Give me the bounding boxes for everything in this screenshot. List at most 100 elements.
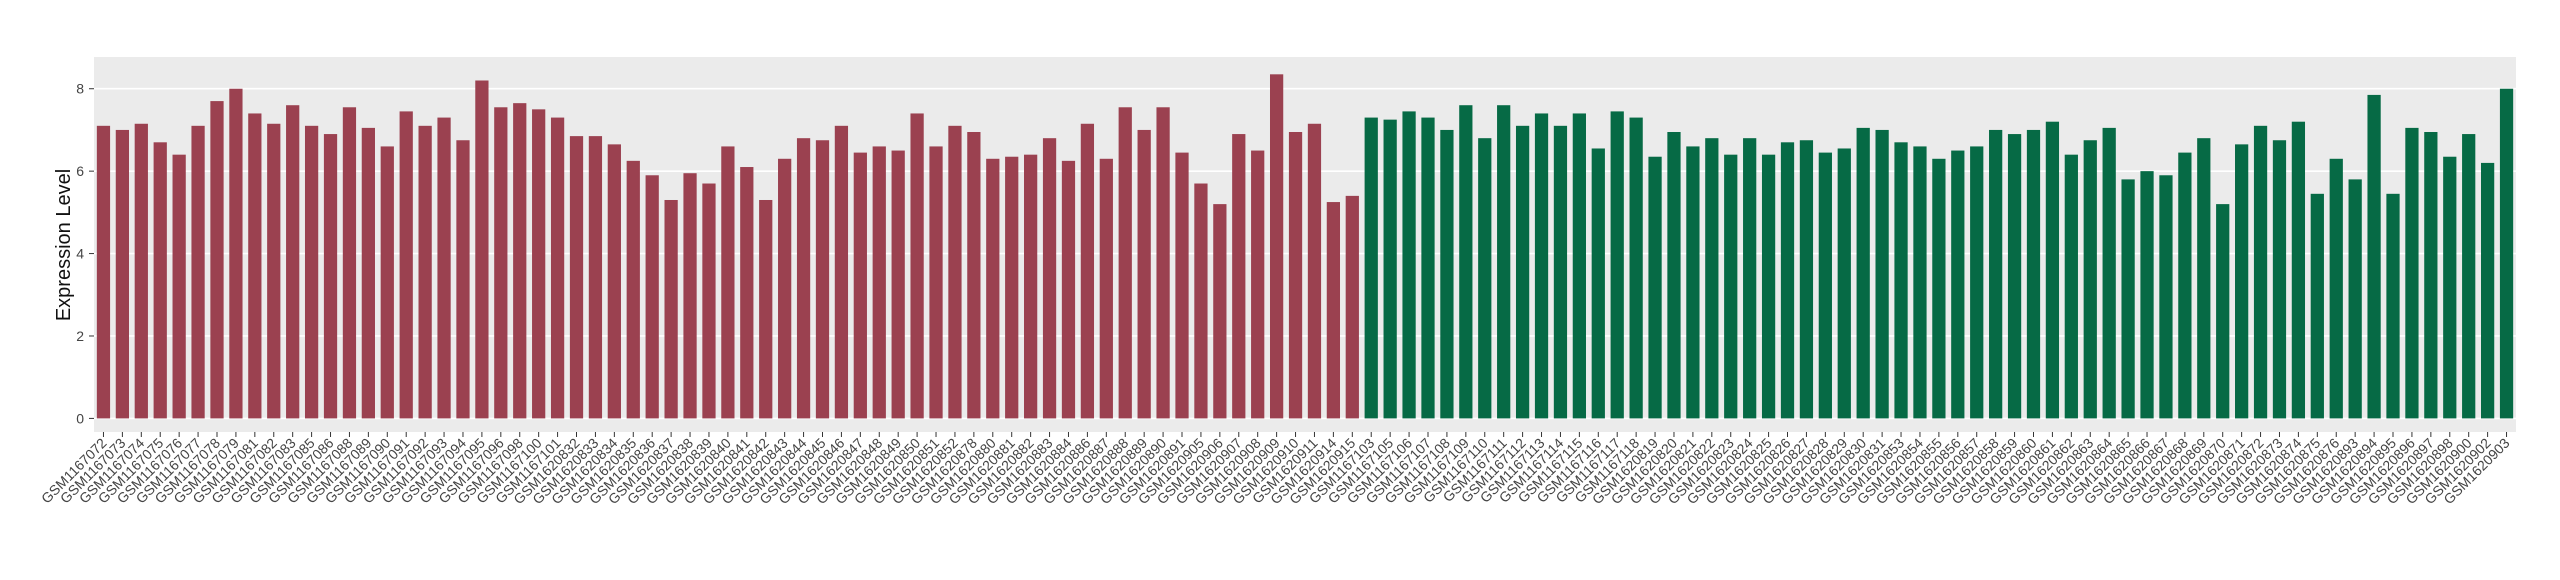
bar — [1894, 142, 1908, 419]
bar — [1440, 129, 1454, 419]
bar — [1856, 127, 1870, 419]
bar — [229, 88, 243, 419]
bar — [2007, 134, 2022, 419]
bar — [1686, 146, 1700, 419]
bar — [1156, 107, 1170, 419]
bar — [1175, 152, 1189, 419]
bar — [1005, 156, 1019, 419]
bar — [1269, 74, 1284, 419]
bar — [304, 125, 319, 419]
bar — [2310, 193, 2324, 419]
bar — [1061, 160, 1076, 419]
bar — [2480, 162, 2495, 419]
bar — [115, 129, 130, 419]
bar — [1761, 154, 1776, 419]
bar — [172, 154, 186, 419]
bar — [853, 152, 867, 419]
bar — [815, 140, 830, 419]
bar — [1383, 119, 1397, 419]
bar — [2197, 138, 2211, 419]
bar — [1194, 183, 1208, 419]
bar — [96, 125, 111, 419]
bar — [740, 167, 754, 419]
bar — [2064, 154, 2078, 419]
bar — [2386, 193, 2400, 419]
bar — [1080, 123, 1095, 419]
bar — [1137, 129, 1151, 419]
bar — [2140, 171, 2154, 419]
bar — [986, 158, 1000, 419]
bar — [248, 113, 262, 419]
bar — [2026, 129, 2041, 419]
bar — [2216, 204, 2230, 419]
bar — [1478, 138, 1492, 419]
bar — [1743, 138, 1757, 419]
bar — [1307, 123, 1322, 419]
bar — [1459, 105, 1473, 419]
y-tick-label: 2 — [76, 328, 84, 344]
bar — [626, 160, 640, 419]
bar — [1118, 107, 1132, 419]
bar — [323, 134, 338, 419]
bar — [2272, 140, 2287, 419]
bar — [550, 117, 565, 419]
bar — [380, 146, 394, 419]
bar — [2121, 179, 2135, 419]
bar — [2424, 132, 2438, 419]
bar — [1553, 125, 1568, 419]
y-tick-label: 6 — [76, 163, 84, 179]
bar — [475, 80, 489, 419]
bar — [2348, 179, 2362, 419]
bar — [948, 125, 962, 419]
bar — [2499, 88, 2514, 419]
bar — [2462, 134, 2476, 419]
bar — [437, 117, 451, 419]
bar — [1970, 146, 1984, 419]
bar — [153, 142, 167, 419]
bar — [796, 138, 811, 419]
bar — [702, 183, 716, 419]
bar — [891, 150, 905, 419]
bar — [929, 146, 943, 419]
bar — [1724, 154, 1738, 419]
bar — [210, 101, 224, 419]
bar — [1780, 142, 1795, 419]
bar — [834, 125, 849, 419]
y-tick-label: 0 — [76, 410, 84, 426]
bar — [645, 175, 659, 419]
bar — [910, 113, 924, 419]
bar — [286, 105, 300, 419]
bar — [1667, 132, 1681, 419]
bar — [342, 107, 357, 419]
bar — [2367, 94, 2381, 419]
bar — [1421, 117, 1435, 419]
bar — [1875, 129, 1889, 419]
bar — [2235, 144, 2249, 419]
bar — [134, 123, 148, 419]
bar — [1515, 125, 1530, 419]
bar — [1251, 150, 1265, 419]
bar — [664, 199, 678, 419]
bar — [683, 173, 697, 419]
bar — [1591, 148, 1605, 419]
bar — [2405, 127, 2419, 419]
bar — [759, 199, 773, 419]
bar — [1818, 152, 1832, 419]
bar — [1989, 129, 2003, 419]
bar — [1951, 150, 1965, 419]
bar — [721, 146, 735, 419]
y-axis-title: Expression Level — [53, 169, 75, 321]
bar — [1572, 113, 1586, 419]
bar — [494, 107, 508, 419]
bar — [191, 125, 205, 419]
bar — [1534, 113, 1549, 419]
bar — [532, 109, 546, 419]
bar — [607, 144, 621, 419]
bar — [1042, 138, 1057, 419]
bar — [2159, 175, 2173, 419]
bar — [1648, 156, 1662, 419]
bar — [2102, 127, 2116, 419]
bar — [2291, 121, 2306, 419]
bar — [1288, 132, 1303, 419]
